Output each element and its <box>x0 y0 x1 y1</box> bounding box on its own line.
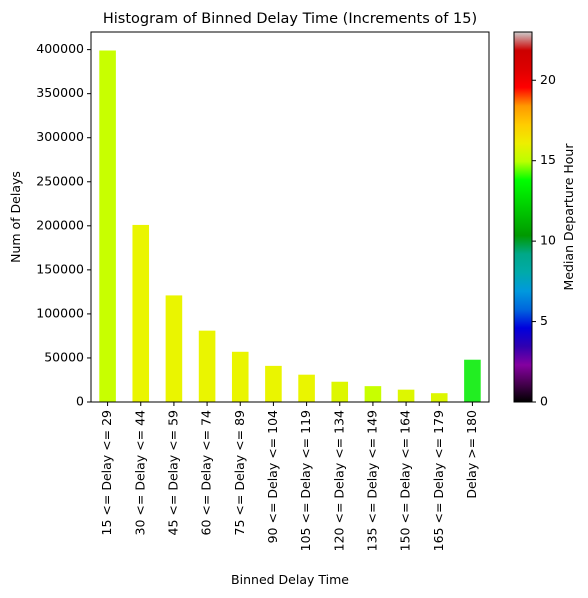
bar <box>430 393 448 402</box>
bar <box>231 351 249 402</box>
colorbar-tick-label: 20 <box>540 72 556 87</box>
x-tick-label: 30 <= Delay <= 44 <box>132 410 147 535</box>
y-tick-label: 150000 <box>36 261 84 276</box>
bar <box>298 374 315 402</box>
bar <box>397 389 415 402</box>
bar <box>99 50 116 402</box>
x-axis-ticks: 15 <= Delay <= 29 30 <= Delay <= 44 45 <= … <box>99 402 479 551</box>
colorbar-tick-label: 5 <box>540 313 548 328</box>
x-tick-label: 75 <= Delay <= 89 <box>232 410 247 535</box>
y-tick-label: 400000 <box>36 41 84 56</box>
y-tick-label: 100000 <box>36 305 84 320</box>
y-tick-label: 50000 <box>44 349 84 364</box>
y-axis-label: Num of Delays <box>8 171 23 263</box>
x-tick-label: 60 <= Delay <= 74 <box>199 410 214 535</box>
bar <box>165 295 183 402</box>
colorbar-tick-label: 0 <box>540 394 548 409</box>
x-tick-label: 150 <= Delay <= 164 <box>398 410 413 551</box>
bar <box>132 224 150 402</box>
bar <box>331 381 349 402</box>
x-tick-label: 135 <= Delay <= 149 <box>364 410 379 551</box>
colorbar-gradient <box>514 32 532 402</box>
colorbar-frame <box>513 31 533 403</box>
bars <box>99 50 481 402</box>
y-tick-label: 350000 <box>36 85 84 100</box>
chart-title: Histogram of Binned Delay Time (Incremen… <box>103 11 477 27</box>
x-tick-label: 120 <= Delay <= 134 <box>331 410 346 551</box>
colorbar: 0 5 10 15 20 <box>513 31 556 409</box>
colorbar-tick-label: 10 <box>540 233 556 248</box>
x-tick-label: 15 <= Delay <= 29 <box>99 410 114 535</box>
bar <box>364 386 382 402</box>
y-axis-ticks: 0 50000 100000 150000 200000 250000 300000 3500… <box>36 41 91 409</box>
x-tick-label: 165 <= Delay <= 179 <box>431 410 446 551</box>
bar <box>198 330 216 402</box>
y-tick-label: 0 <box>76 394 84 409</box>
y-tick-label: 300000 <box>36 129 84 144</box>
y-tick-label: 250000 <box>36 173 84 188</box>
x-tick-label: 45 <= Delay <= 59 <box>165 410 180 535</box>
colorbar-tick-label: 15 <box>540 152 556 167</box>
bar <box>265 365 282 402</box>
x-axis-label: Binned Delay Time <box>231 572 349 587</box>
y-tick-label: 200000 <box>36 217 84 232</box>
x-tick-label: 105 <= Delay <= 119 <box>298 410 313 551</box>
bar <box>464 359 481 402</box>
x-tick-label: Delay >= 180 <box>464 410 479 499</box>
colorbar-label: Median Departure Hour <box>561 143 576 291</box>
plot-frame <box>90 31 490 403</box>
x-tick-label: 90 <= Delay <= 104 <box>265 410 280 543</box>
